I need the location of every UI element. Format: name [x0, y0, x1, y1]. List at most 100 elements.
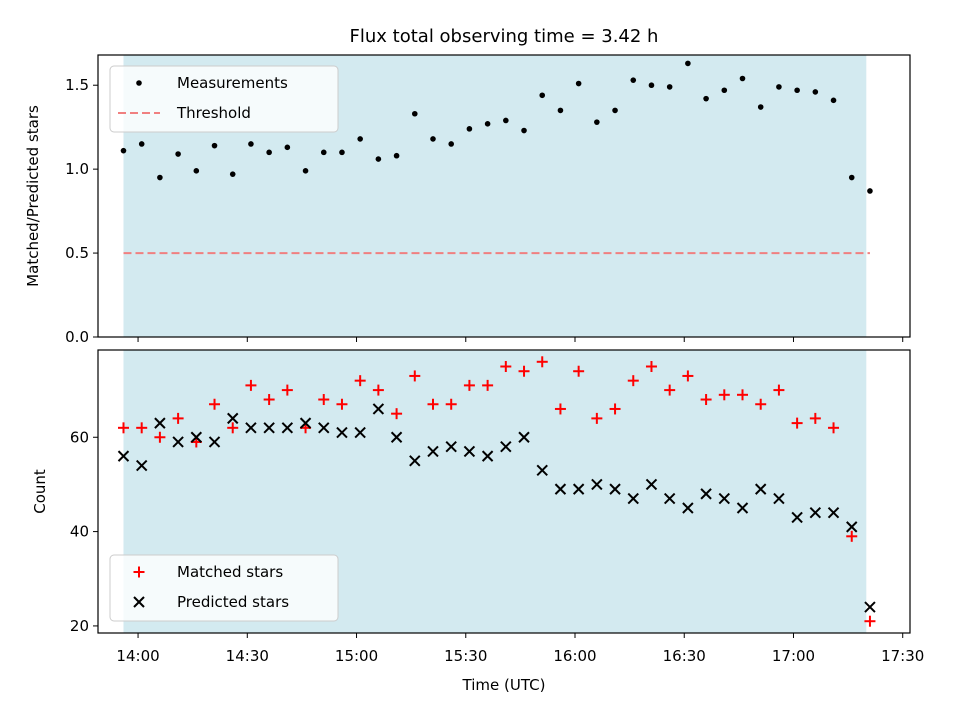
predicted-star-point	[645, 478, 658, 491]
measurement-point	[721, 87, 728, 94]
matched-star-point	[627, 375, 639, 387]
matched-star-point	[573, 365, 585, 377]
legend-label: Matched stars	[177, 563, 283, 581]
top-legend: Measurements Threshold	[109, 65, 339, 133]
y-tick-label: 0.5	[65, 244, 89, 262]
predicted-star-point	[773, 492, 785, 505]
matched-star-point	[209, 398, 221, 410]
predicted-star-point	[117, 450, 130, 462]
matched-star-point	[755, 398, 767, 410]
y-tick-label: 60	[70, 428, 89, 446]
predicted-star-point	[791, 511, 803, 524]
measurement-point	[648, 82, 655, 89]
matched-star-point	[700, 394, 712, 406]
measurement-point	[830, 97, 837, 104]
matched-star-point	[263, 394, 275, 406]
measurement-point	[757, 104, 764, 110]
measurement-point	[539, 92, 546, 99]
bottom-y-axis-label: Count	[31, 469, 49, 514]
chart-title: Flux total observing time = 3.42 h	[350, 26, 659, 47]
predicted-star-point	[281, 422, 294, 434]
bottom-axes-frame	[97, 349, 911, 634]
matched-star-point	[609, 403, 621, 415]
bottom-axis-ticks: 20 40 60 14:00 14:30 15:00 15:30 16:00 16:30 17:0…	[70, 428, 924, 665]
predicted-star-point	[299, 417, 312, 429]
y-tick-label: 1.0	[65, 160, 89, 178]
measurement-point	[776, 84, 782, 90]
top-plot-marks	[120, 60, 873, 255]
measurement-point	[703, 95, 709, 102]
measurement-point	[630, 77, 637, 83]
matched-star-point	[136, 422, 148, 434]
matched-star-point	[737, 389, 749, 401]
matched-star-point	[518, 365, 530, 377]
legend-label: Measurements	[177, 74, 288, 92]
measurement-point	[248, 141, 254, 147]
measurement-point	[211, 142, 218, 149]
predicted-star-point	[445, 440, 457, 453]
predicted-star-point	[263, 422, 275, 434]
matched-star-point	[482, 379, 494, 391]
measurement-point	[594, 119, 600, 125]
legend-box	[109, 65, 339, 133]
measurement-point	[484, 121, 491, 127]
predicted-star-point	[336, 426, 348, 439]
predicted-star-point	[409, 455, 421, 467]
matched-star-point	[828, 422, 840, 434]
measurement-point	[339, 149, 345, 156]
predicted-star-point	[809, 507, 822, 519]
x-tick-label: 14:00	[116, 647, 159, 665]
predicted-star-point	[135, 459, 148, 472]
predicted-star-point	[846, 521, 858, 533]
predicted-star-point	[627, 492, 639, 505]
measurement-point	[120, 147, 127, 154]
measurement-point	[284, 144, 291, 151]
top-axes-frame	[97, 54, 911, 338]
predicted-star-point	[318, 422, 330, 434]
predicted-star-point	[864, 601, 876, 613]
matched-star-point	[281, 384, 293, 396]
matched-star-point	[227, 422, 239, 434]
matched-star-point	[117, 422, 129, 434]
matched-star-point	[718, 389, 730, 401]
measurement-point	[685, 60, 691, 67]
matched-star-point	[463, 379, 475, 391]
matched-star-point	[372, 384, 384, 396]
predicted-star-point	[190, 431, 203, 443]
predicted-star-point	[663, 492, 676, 505]
measurement-point	[229, 171, 236, 177]
measurement-point	[193, 168, 200, 174]
legend-label: Threshold	[176, 104, 251, 122]
predicted-star-point	[755, 483, 767, 495]
matched-star-point	[791, 417, 803, 429]
measurement-point	[503, 117, 509, 124]
legend-marker-x	[133, 596, 145, 608]
x-tick-label: 15:00	[335, 647, 378, 665]
measurement-point	[666, 84, 673, 90]
predicted-star-point	[227, 412, 239, 425]
predicted-star-point	[427, 445, 439, 458]
predicted-star-point	[500, 440, 512, 453]
matched-star-point	[445, 398, 457, 410]
measurement-point	[430, 136, 436, 142]
matched-star-point	[172, 412, 184, 424]
predicted-star-point	[827, 507, 840, 519]
measurement-point	[739, 75, 746, 82]
matched-star-point	[682, 370, 694, 382]
matched-star-point	[591, 412, 603, 424]
measurement-point	[411, 110, 418, 117]
y-tick-label: 1.5	[65, 76, 89, 94]
predicted-star-point	[736, 502, 749, 514]
matched-star-point	[809, 412, 821, 424]
y-tick-label: 40	[70, 523, 89, 541]
matched-star-point	[864, 615, 876, 627]
measurement-point	[448, 141, 455, 147]
matched-star-point	[154, 431, 166, 443]
predicted-star-point	[208, 436, 221, 448]
matched-star-point	[846, 530, 858, 542]
y-tick-label: 20	[70, 617, 89, 635]
predicted-star-point	[481, 450, 494, 462]
measurement-point	[867, 188, 873, 194]
matched-star-point	[354, 375, 366, 387]
measurement-point	[375, 156, 382, 162]
